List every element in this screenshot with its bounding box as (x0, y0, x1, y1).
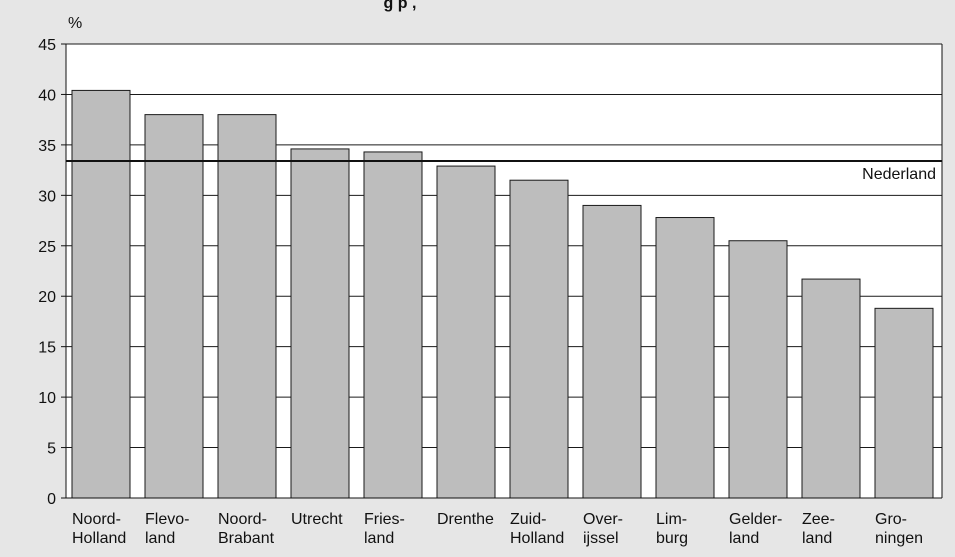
bar (874, 307, 934, 499)
x-tick-label: Zuid- (510, 511, 546, 528)
x-tick-label: Gelder- (729, 511, 782, 528)
x-tick-label: Utrecht (291, 511, 343, 528)
x-tick-label: Fries- (364, 511, 405, 528)
x-tick-label: Noord- (218, 511, 267, 528)
y-tick-label: 30 (38, 188, 56, 205)
bar (363, 151, 423, 499)
bar (728, 240, 788, 499)
bar (71, 89, 131, 499)
reference-line-group: Nederland (66, 160, 942, 183)
y-tick-label: 20 (38, 289, 56, 306)
bar (509, 179, 569, 499)
bars (71, 89, 934, 499)
chart-title-fragment: g p , (384, 0, 417, 12)
x-tick-label: Holland (72, 530, 126, 547)
x-tick-label: land (145, 530, 175, 547)
x-tick-label: land (802, 530, 832, 547)
bar (217, 114, 277, 499)
y-tick-label: 40 (38, 87, 56, 104)
x-tick-label: Flevo- (145, 511, 189, 528)
y-tick-label: 25 (38, 239, 56, 256)
y-tick-label: 45 (38, 37, 56, 54)
y-axis-ticks: 0 5 10 15 20 25 30 35 40 45 (38, 37, 66, 508)
x-axis-ticks: Noord- Holland Flevo-land Noord- Brabant Utre… (72, 511, 923, 547)
x-tick-label: burg (656, 530, 688, 547)
y-tick-label: 5 (47, 441, 56, 458)
x-tick-label: Zee- (802, 511, 835, 528)
y-tick-label: 0 (47, 491, 56, 508)
bar (290, 148, 350, 499)
bar (801, 278, 861, 499)
x-tick-label: Lim- (656, 511, 687, 528)
x-tick-label: Gro- (875, 511, 907, 528)
x-tick-label: ningen (875, 530, 923, 547)
y-tick-label: 15 (38, 340, 56, 357)
x-tick-label: Holland (510, 530, 564, 547)
x-tick-label: Drenthe (437, 511, 494, 528)
y-tick-label: 35 (38, 138, 56, 155)
bar (582, 204, 642, 499)
gridlines (66, 43, 942, 449)
x-tick-label: Noord- (72, 511, 121, 528)
y-axis-unit-label: % (68, 15, 82, 32)
y-tick-label: 10 (38, 390, 56, 407)
x-tick-label: Over- (583, 511, 623, 528)
bar (436, 165, 496, 499)
plot-area (66, 44, 942, 498)
x-tick-label: land (729, 530, 759, 547)
bar (655, 217, 715, 499)
x-tick-label: land (364, 530, 394, 547)
x-tick-label: ijssel (583, 530, 619, 547)
reference-line-label: Nederland (862, 166, 936, 183)
bar (144, 114, 204, 499)
x-tick-label: Brabant (218, 530, 275, 547)
